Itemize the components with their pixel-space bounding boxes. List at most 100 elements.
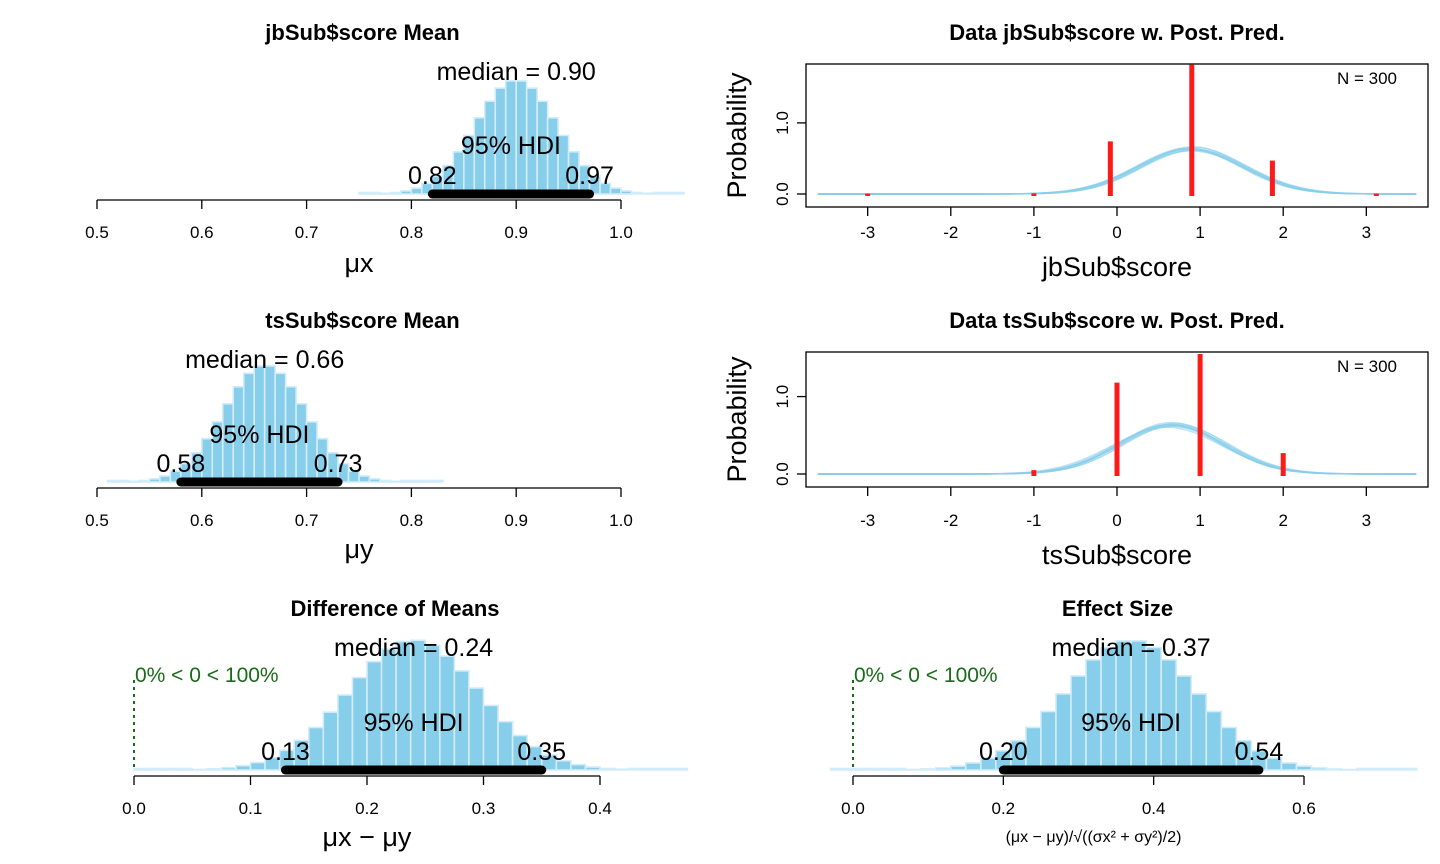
histogram-bar <box>497 720 514 771</box>
histogram-bar <box>106 479 119 483</box>
histogram-bar <box>584 766 601 771</box>
y-tick-label: 0.0 <box>773 182 792 206</box>
hdi-label: 95% HDI <box>1081 709 1181 737</box>
posterior-predictive-curves <box>817 146 1417 195</box>
y-axis-label: Probability <box>722 72 752 199</box>
histogram-bar <box>235 764 252 771</box>
histogram-bar <box>1205 710 1223 771</box>
predictive-curve <box>817 147 1417 195</box>
histogram-bar <box>904 768 922 771</box>
histogram-bar <box>162 767 179 771</box>
panel-title: tsSub$score Mean <box>265 308 459 333</box>
x-tick-label: 3 <box>1362 511 1371 530</box>
hdi-lower-label: 0.13 <box>261 738 310 766</box>
plot-frame <box>805 63 1429 208</box>
x-axis: -3 -2 -1 0 1 2 3 <box>860 207 1371 242</box>
y-tick-label: 0.0 <box>773 462 792 486</box>
x-tick-label: 0.6 <box>190 511 214 530</box>
hdi-lower-label: 0.58 <box>157 450 206 478</box>
histogram-bars <box>829 640 1418 771</box>
x-tick-label: 2 <box>1278 223 1287 242</box>
histogram-bar <box>620 190 633 195</box>
x-tick-label: 0.5 <box>85 511 109 530</box>
hdi-lower-label: 0.20 <box>979 738 1028 766</box>
hdi-label: 95% HDI <box>209 421 309 449</box>
histogram-bar <box>672 191 685 195</box>
histogram-bar <box>829 767 847 771</box>
histogram-bar <box>628 767 645 771</box>
predictive-curve <box>817 148 1417 195</box>
histogram-bar <box>1295 765 1313 771</box>
y-axis-label: Probability <box>722 356 752 483</box>
x-axis-label: tsSub$score <box>1042 540 1192 570</box>
histogram-bar <box>431 479 444 483</box>
x-tick-label: -3 <box>860 511 875 530</box>
median-label: median = 0.90 <box>437 58 596 86</box>
x-tick-label: 0.4 <box>588 799 612 818</box>
histogram-bar <box>220 766 237 771</box>
x-tick-label: 1 <box>1195 223 1204 242</box>
panel-title: Effect Size <box>1062 596 1173 621</box>
x-tick-label: 0.4 <box>1142 799 1166 818</box>
histogram-bar <box>368 191 381 195</box>
histogram-bar <box>379 479 392 483</box>
median-label: median = 0.66 <box>185 346 344 374</box>
histogram-bar <box>642 767 660 771</box>
histogram-bar <box>1385 767 1403 771</box>
histogram-bar <box>410 479 423 483</box>
histogram-bar <box>919 768 937 771</box>
x-tick-label: 1.0 <box>609 511 633 530</box>
x-tick-label: 0.1 <box>239 799 263 818</box>
x-axis-label: jbSub$score <box>1041 252 1192 282</box>
hdi-lower-label: 0.82 <box>408 162 457 190</box>
predictive-curve <box>817 148 1417 195</box>
histogram-bar <box>641 192 654 195</box>
histogram-bar <box>662 191 675 195</box>
x-tick-label: 1 <box>1195 511 1204 530</box>
hdi-label: 95% HDI <box>461 132 561 160</box>
y-tick-label: 1.0 <box>773 111 792 135</box>
hdi-label: 95% HDI <box>364 709 464 737</box>
x-axis-label: μy <box>344 534 374 564</box>
histogram-bar <box>421 479 434 483</box>
x-tick-label: -1 <box>1026 223 1041 242</box>
histogram-bar <box>672 767 689 771</box>
histogram-bar <box>613 768 630 771</box>
histogram-bar <box>570 763 587 771</box>
panel-title: jbSub$score Mean <box>264 20 459 45</box>
x-tick-label: 0.5 <box>85 223 109 242</box>
histogram-bar <box>148 478 161 483</box>
x-tick-label: 0 <box>1112 223 1121 242</box>
histogram-bar <box>424 644 441 771</box>
x-tick-label: 1.0 <box>609 223 633 242</box>
histogram-bar <box>337 694 354 771</box>
histogram-bar <box>206 767 223 771</box>
panel-ts_mean: tsSub$score Mean 0.5 0.6 0.7 0.8 0.9 1.0 μy 95% … <box>85 308 633 564</box>
x-axis: 0.5 0.6 0.7 0.8 0.9 1.0 <box>85 199 633 242</box>
histogram-bar <box>389 191 402 195</box>
histogram-bar <box>1310 767 1328 771</box>
x-tick-label: 0.7 <box>295 511 319 530</box>
panel-jb_mean: jbSub$score Mean 0.5 0.6 0.7 0.8 0.9 1.0 μx 95% … <box>85 20 685 278</box>
data-spikes <box>1031 354 1286 476</box>
sample-size-label: N = 300 <box>1337 357 1397 376</box>
x-axis: -3 -2 -1 0 1 2 3 <box>860 487 1371 530</box>
x-tick-label: 0.3 <box>472 799 496 818</box>
x-tick-label: 0 <box>1112 511 1121 530</box>
histogram-bars <box>133 639 689 771</box>
histogram-bar <box>176 767 194 771</box>
predictive-curve <box>817 147 1417 195</box>
x-tick-label: 0.8 <box>400 511 424 530</box>
hdi-upper-label: 0.97 <box>565 162 614 190</box>
y-tick-label: 1.0 <box>773 385 792 409</box>
x-axis: 0.5 0.6 0.7 0.8 0.9 1.0 <box>85 487 633 530</box>
x-axis: 0.0 0.1 0.2 0.3 0.4 <box>122 775 612 818</box>
histogram-bar <box>1025 726 1042 771</box>
predictive-curve <box>817 146 1417 195</box>
x-axis-label: μx − μy <box>323 822 412 852</box>
histogram-bar <box>138 479 151 483</box>
x-tick-label: 0.6 <box>190 223 214 242</box>
histogram-bar <box>368 478 381 483</box>
hdi-upper-label: 0.73 <box>314 450 363 478</box>
